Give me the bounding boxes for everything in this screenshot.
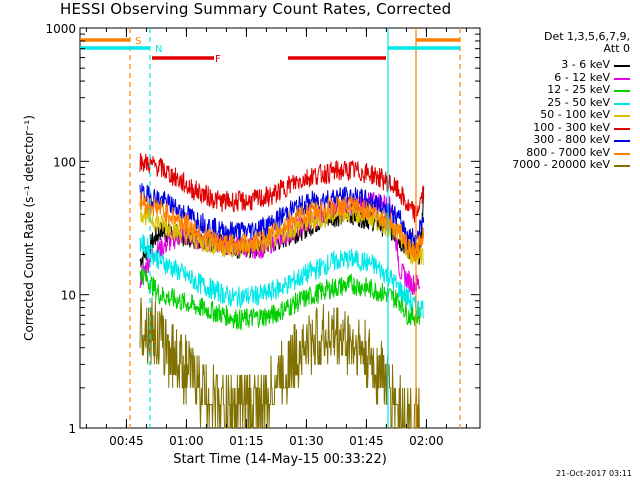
legend-swatch	[614, 77, 630, 80]
x-tick-label: 01:15	[229, 434, 264, 448]
legend-swatch	[614, 90, 630, 92]
flags-layer: S N F	[80, 28, 461, 428]
y-tick-label: 1000	[45, 22, 76, 36]
legend-label: 100 - 300 keV	[533, 120, 610, 134]
legend-label: 800 - 7000 keV	[526, 145, 610, 159]
x-axis-label: Start Time (14-May-15 00:33:22)	[173, 452, 387, 467]
y-tick-label: 100	[53, 155, 76, 169]
legend-swatch	[614, 115, 630, 117]
flag-label: N	[155, 44, 162, 55]
series-line	[139, 153, 425, 223]
x-tick-label: 01:30	[289, 434, 324, 448]
legend-label: 300 - 800 keV	[533, 133, 610, 146]
plot-border	[79, 27, 481, 429]
legend-header-line-1: Det 1,3,5,6,7,9,	[543, 30, 630, 43]
legend-label: 25 - 50 keV	[547, 95, 610, 109]
legend-swatch	[614, 102, 630, 105]
legend-swatch	[614, 165, 630, 167]
series-line	[139, 233, 425, 319]
y-tick-label: 10	[61, 289, 76, 303]
legend-label: 7000 - 20000 keV	[512, 158, 610, 171]
legend-label: 6 - 12 keV	[554, 70, 610, 84]
legend-swatch	[614, 152, 630, 155]
x-tick-label: 00:45	[109, 434, 144, 448]
axes-layer: 1 10 100 1000 00:45 01:00 01:15 01:30 01:45 02:00…	[22, 22, 480, 467]
legend-swatch	[614, 127, 630, 130]
legend-label: 12 - 25 keV	[547, 83, 610, 96]
y-tick-label: 1	[68, 422, 76, 436]
legend-label: 3 - 6 keV	[561, 58, 610, 71]
y-axis-label: Corrected Count Rate (s⁻¹ detector⁻¹)	[22, 115, 36, 341]
legend-header-line-2: Att 0	[603, 42, 630, 55]
series-line	[139, 267, 421, 331]
x-tick-label: 01:45	[349, 434, 384, 448]
legend-swatch	[614, 140, 630, 142]
footer-timestamp: 21-Oct-2017 03:11	[556, 469, 632, 478]
x-tick-label: 01:00	[169, 434, 204, 448]
series-line	[139, 297, 420, 429]
flag-label: S	[135, 36, 141, 47]
series-layer	[139, 153, 425, 429]
plot-frame	[79, 27, 481, 429]
series-line	[139, 191, 425, 262]
chart-title: HESSI Observing Summary Count Rates, Cor…	[60, 0, 452, 18]
flag-label: F	[215, 54, 221, 65]
x-tick-label: 02:00	[409, 434, 444, 448]
legend-label: 50 - 100 keV	[540, 108, 610, 121]
legend-swatch	[614, 65, 630, 67]
